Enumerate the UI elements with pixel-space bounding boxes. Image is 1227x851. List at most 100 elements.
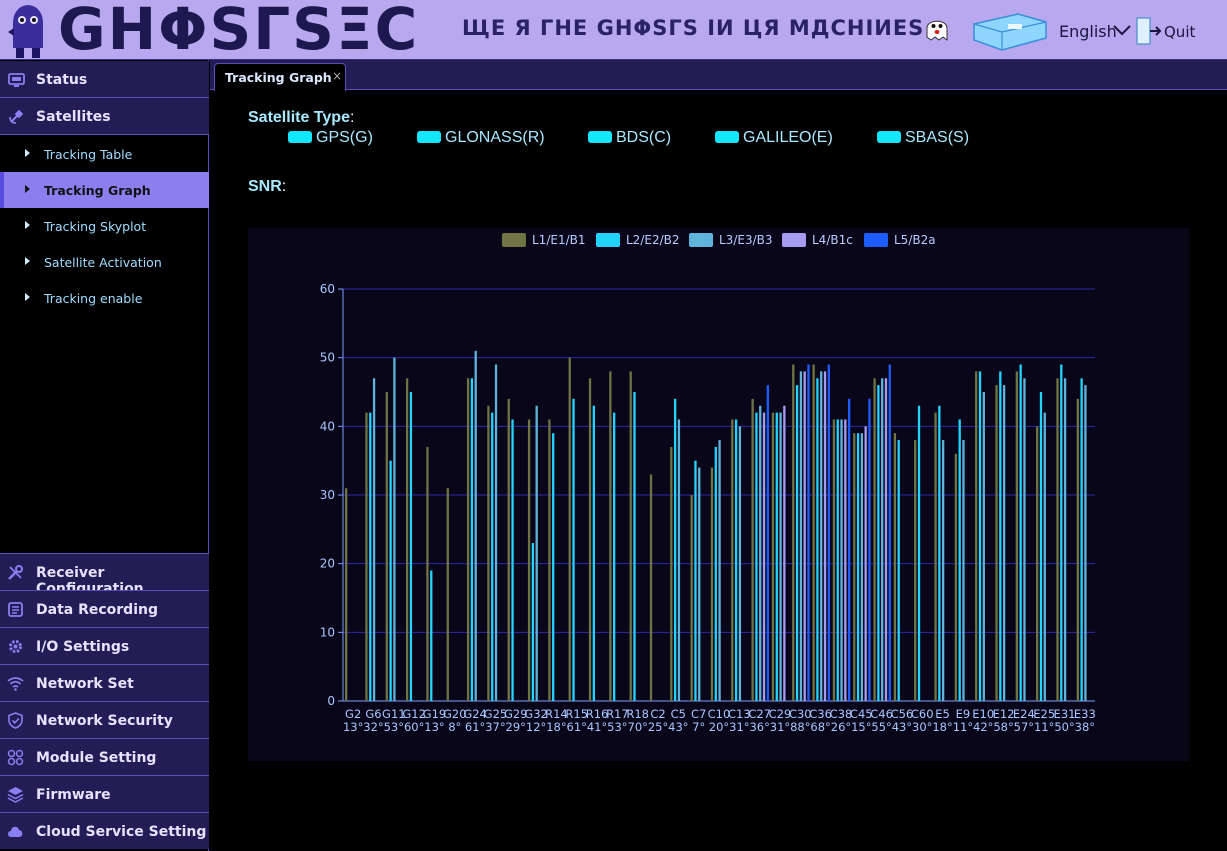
chevron-down-icon[interactable] bbox=[1112, 22, 1132, 38]
sidebar-item-label: Status bbox=[36, 72, 88, 88]
x-tick-elevation: 13° bbox=[424, 720, 444, 734]
sidebar-subitem-tracking-skyplot[interactable]: Tracking Skyplot bbox=[0, 208, 209, 244]
sidebar-item-label: Cloud Service Setting bbox=[36, 824, 207, 840]
shield-icon bbox=[8, 712, 23, 729]
x-tick-elevation: 43° bbox=[892, 720, 912, 734]
x-tick-label: E5 bbox=[935, 707, 950, 721]
sidebar-subitem-tracking-table[interactable]: Tracking Table bbox=[0, 136, 209, 172]
bar-G32-L3-E3-B3 bbox=[535, 405, 538, 701]
x-tick-label: G19 bbox=[423, 707, 447, 721]
x-tick-label: C29 bbox=[769, 707, 792, 721]
bar-R18-L1-E1-B1 bbox=[629, 371, 632, 701]
bar-C29-L2-E2-B2 bbox=[775, 412, 778, 701]
legend-swatch bbox=[502, 233, 526, 247]
heading-colon: : bbox=[349, 109, 355, 126]
x-tick-elevation: 70° bbox=[628, 720, 648, 734]
x-tick-elevation: 50° bbox=[1054, 720, 1074, 734]
sidebar-subitem-tracking-graph[interactable]: Tracking Graph bbox=[0, 172, 209, 208]
bar-C10-L2-E2-B2 bbox=[714, 446, 717, 701]
close-icon[interactable]: × bbox=[332, 69, 343, 83]
bar-E31-L3-E3-B3 bbox=[1063, 378, 1067, 701]
x-tick-elevation: 68° bbox=[810, 720, 830, 734]
sidebar-subitem-tracking-enable[interactable]: Tracking enable bbox=[0, 280, 209, 316]
x-tick-elevation: 58° bbox=[993, 720, 1013, 734]
bar-C38-L5-B2a bbox=[847, 398, 851, 701]
bar-G25-L2-E2-B2 bbox=[491, 412, 494, 701]
quit-button[interactable]: Quit bbox=[1164, 23, 1196, 41]
caret-right-icon bbox=[25, 293, 30, 301]
legend-item: L1/E1/B1 bbox=[502, 233, 586, 247]
language-select[interactable]: English bbox=[1059, 22, 1117, 41]
x-tick-label: C5 bbox=[671, 707, 686, 721]
bar-C45-L2-E2-B2 bbox=[856, 433, 860, 701]
sidebar-item-io-settings[interactable]: I/O Settings bbox=[0, 627, 209, 664]
bar-E33-L3-E3-B3 bbox=[1084, 385, 1087, 701]
bar-E5-L2-E2-B2 bbox=[938, 405, 941, 701]
tab-bar: Tracking Graph × bbox=[210, 60, 1227, 91]
y-tick-label: 60 bbox=[320, 282, 335, 296]
x-tick-elevation: 7° bbox=[692, 720, 705, 734]
layers-icon bbox=[7, 787, 24, 803]
bar-C29-L4-B1c bbox=[783, 405, 786, 701]
legend-label: L3/E3/B3 bbox=[719, 233, 773, 247]
bar-C30-L2-E2-B2 bbox=[795, 385, 799, 701]
x-tick-label: E31 bbox=[1054, 707, 1076, 721]
legend-label: L2/E2/B2 bbox=[626, 233, 680, 247]
bar-E9-L1-E1-B1 bbox=[954, 453, 958, 701]
bar-C5-L3-E3-B3 bbox=[677, 419, 681, 701]
bar-G29-L2-E2-B2 bbox=[511, 419, 514, 701]
logout-icon[interactable] bbox=[1134, 16, 1162, 46]
sidebar-item-network-set[interactable]: Network Set bbox=[0, 664, 209, 701]
bar-G29-L1-E1-B1 bbox=[507, 398, 510, 701]
bar-C36-L3-E3-B3 bbox=[820, 371, 823, 701]
x-tick-label: C38 bbox=[830, 707, 853, 721]
x-tick-elevation: 29° bbox=[506, 720, 526, 734]
x-tick-elevation: 53° bbox=[384, 720, 404, 734]
sidebar-subitem-label: Tracking enable bbox=[44, 291, 143, 306]
bar-G20-L1-E1-B1 bbox=[446, 488, 449, 701]
legend-item: L2/E2/B2 bbox=[596, 233, 680, 247]
bar-C38-L2-E2-B2 bbox=[836, 419, 839, 701]
bar-C60-L1-E1-B1 bbox=[914, 440, 917, 701]
sidebar-item-network-security[interactable]: Network Security bbox=[0, 701, 209, 738]
sidebar-item-module-setting[interactable]: Module Setting bbox=[0, 738, 209, 775]
bar-C46-L2-E2-B2 bbox=[877, 385, 880, 701]
x-tick-elevation: 30° bbox=[912, 720, 932, 734]
x-tick-elevation: 32° bbox=[363, 720, 383, 734]
sat-type-swatch bbox=[715, 131, 739, 143]
x-tick-label: C46 bbox=[870, 707, 893, 721]
bar-G6-L1-E1-B1 bbox=[365, 412, 368, 701]
tab-label: Tracking Graph bbox=[225, 70, 332, 85]
satellite-type-label: Satellite Type bbox=[248, 109, 350, 126]
bar-E10-L1-E1-B1 bbox=[975, 371, 978, 701]
x-tick-label: G20 bbox=[443, 707, 467, 721]
legend-swatch bbox=[782, 233, 806, 247]
monitor-icon bbox=[8, 73, 25, 87]
x-tick-elevation: 88° bbox=[790, 720, 810, 734]
bar-E33-L2-E2-B2 bbox=[1080, 378, 1083, 701]
sidebar-item-firmware[interactable]: Firmware bbox=[0, 775, 209, 812]
sidebar-item-data-recording[interactable]: Data Recording bbox=[0, 590, 209, 627]
caret-right-icon bbox=[25, 149, 30, 157]
bar-C5-L2-E2-B2 bbox=[673, 398, 677, 701]
y-tick-label: 50 bbox=[320, 351, 335, 365]
bar-C56-L1-E1-B1 bbox=[893, 433, 897, 701]
sidebar-item-cloud-service-setting[interactable]: Cloud Service Setting bbox=[0, 812, 209, 849]
x-tick-label: E12 bbox=[993, 707, 1015, 721]
bar-E25-L1-E1-B1 bbox=[1036, 426, 1039, 701]
sidebar-subitem-label: Tracking Graph bbox=[44, 183, 151, 198]
bar-G25-L3-E3-B3 bbox=[494, 364, 498, 701]
x-tick-label: C10 bbox=[708, 707, 731, 721]
sidebar-item-satellites[interactable]: Satellites bbox=[0, 98, 209, 135]
sidebar-item-receiver-configuration[interactable]: Receiver Configuration bbox=[0, 553, 209, 590]
sidebar-subitem-satellite-activation[interactable]: Satellite Activation bbox=[0, 244, 209, 280]
sidebar-item-label: Data Recording bbox=[36, 602, 158, 618]
x-tick-label: G29 bbox=[504, 707, 528, 721]
bar-C45-L4-B1c bbox=[864, 426, 867, 701]
tab-tracking-graph[interactable]: Tracking Graph × bbox=[214, 63, 346, 91]
sidebar-item-status[interactable]: Status bbox=[0, 61, 209, 98]
bar-C45-L3-E3-B3 bbox=[860, 433, 864, 701]
sat-type-label: GALILEO(E) bbox=[743, 129, 833, 146]
bar-E9-L2-E2-B2 bbox=[958, 419, 961, 701]
x-tick-elevation: 61° bbox=[465, 720, 485, 734]
